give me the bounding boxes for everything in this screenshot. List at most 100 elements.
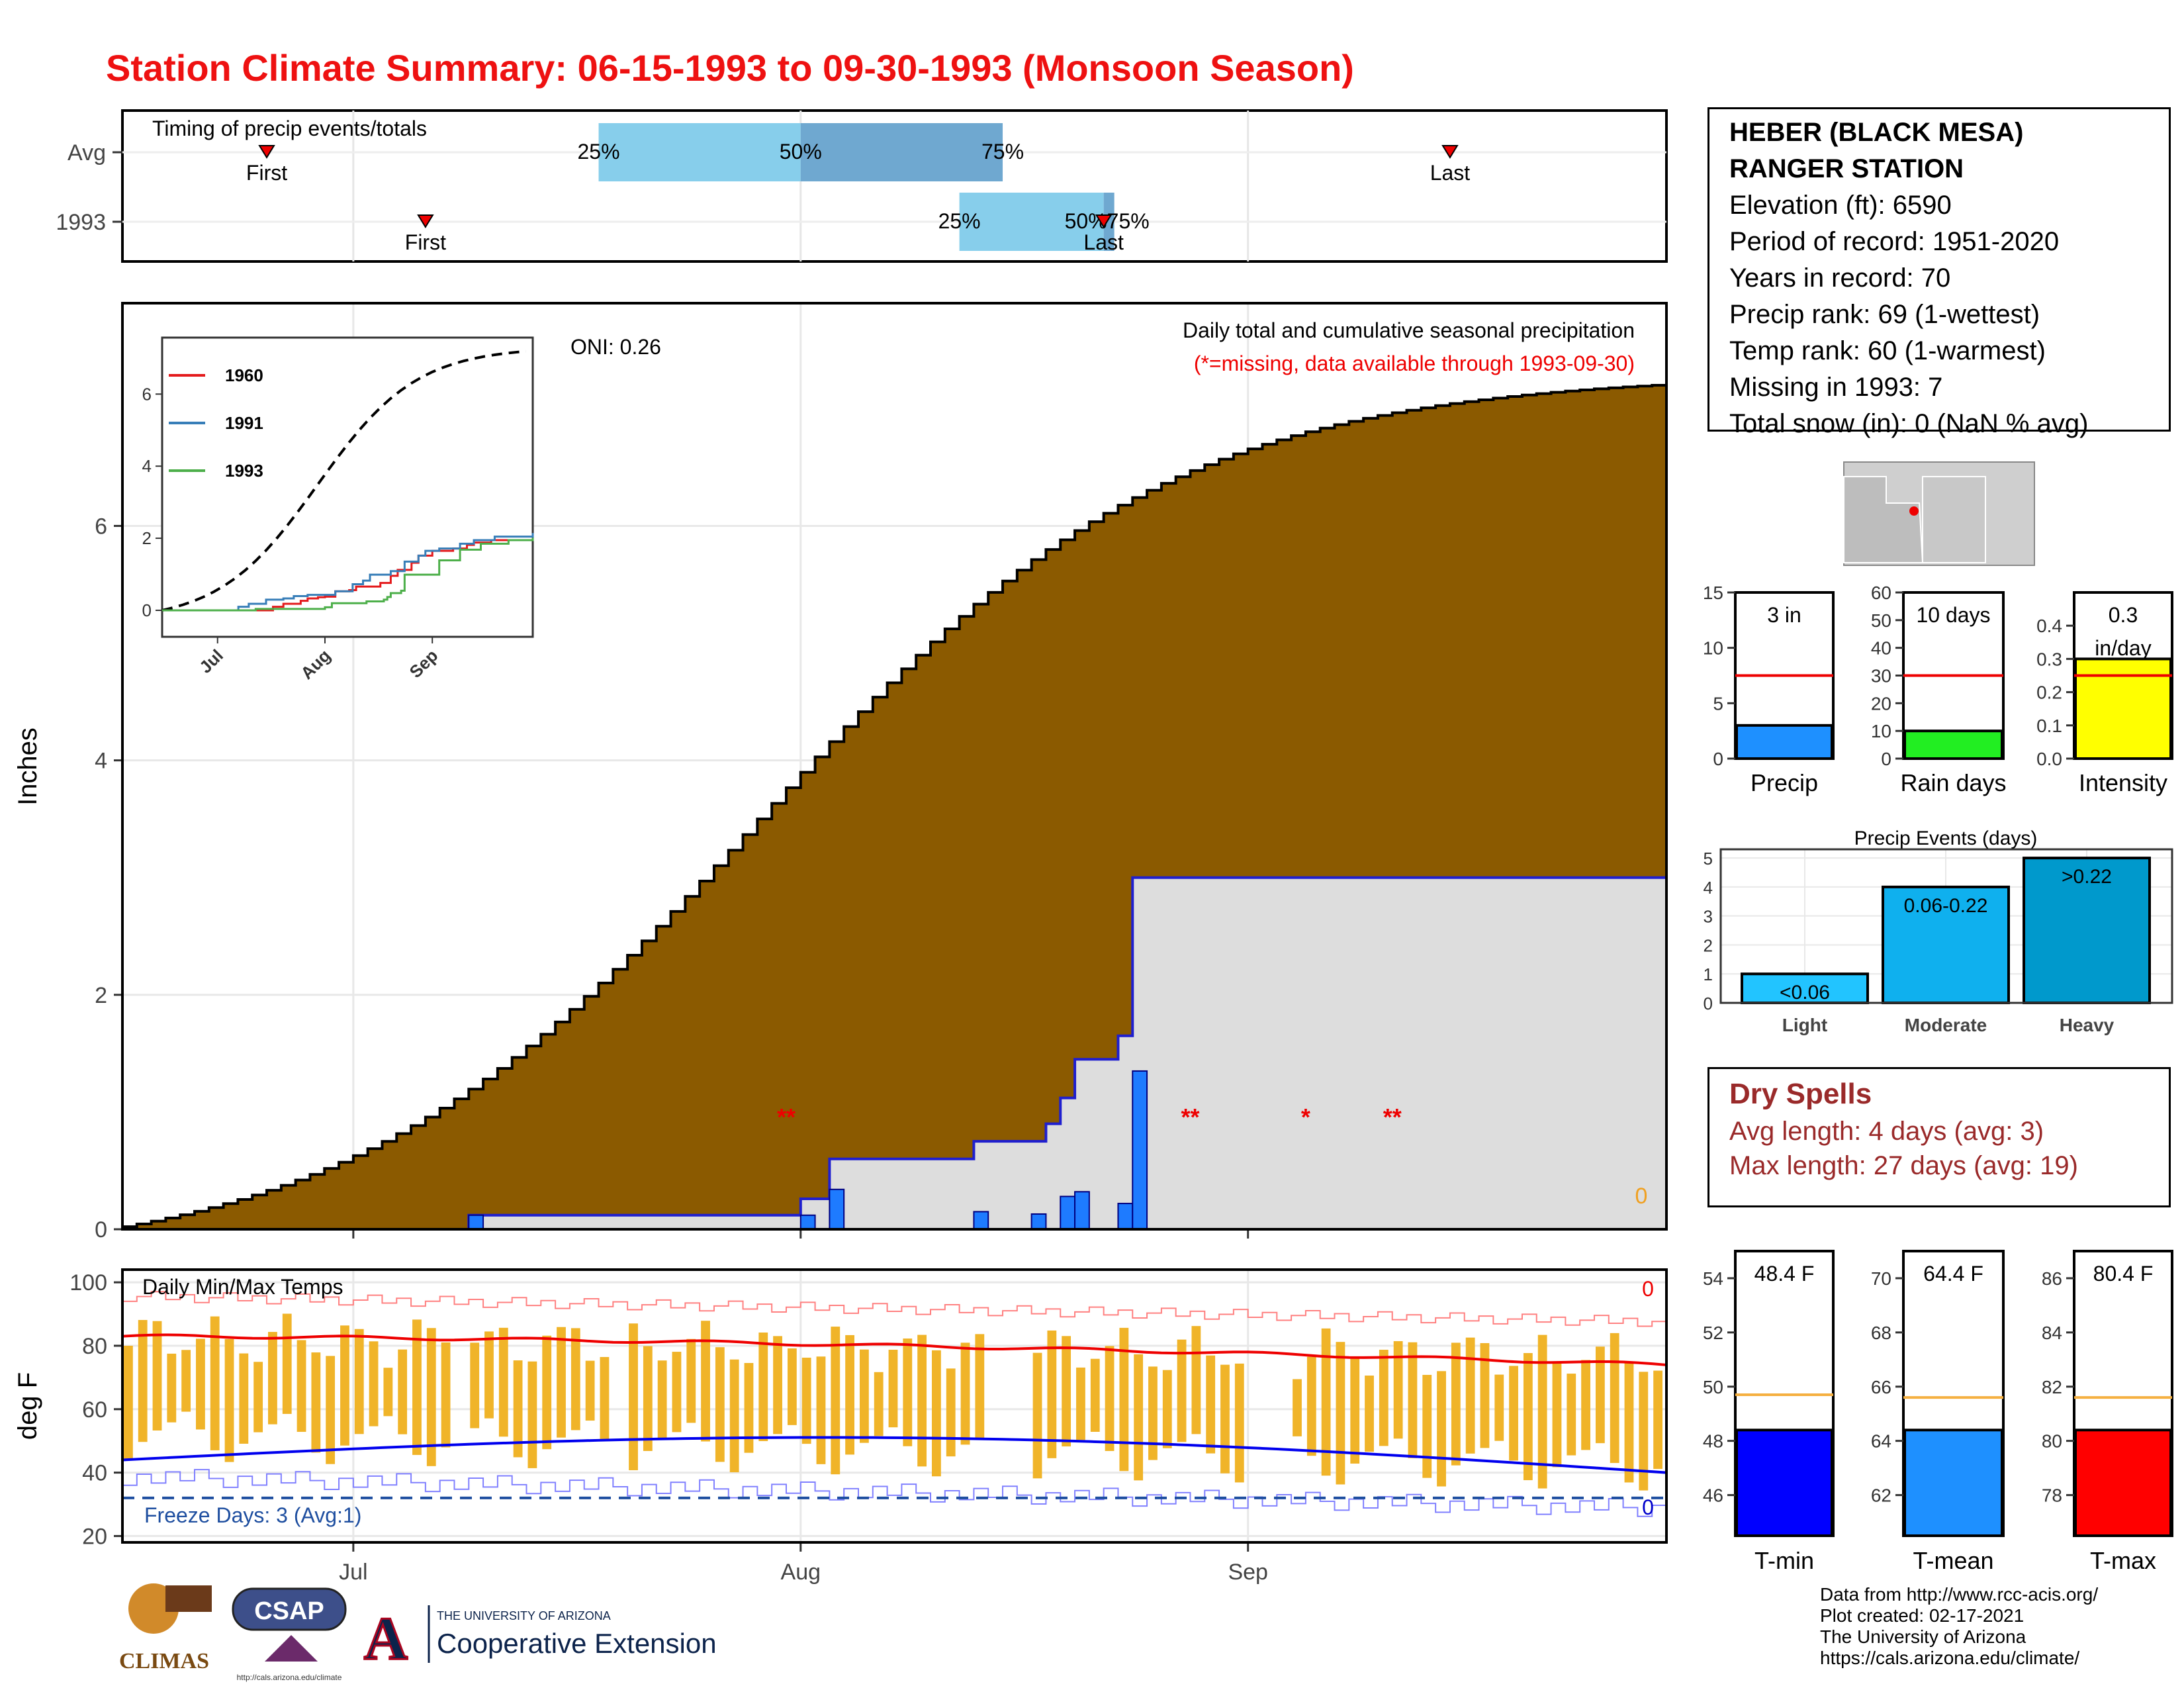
daily-temp-bar [513, 1360, 523, 1458]
mini-ytick-label: 78 [2042, 1485, 2062, 1506]
credits-line4: https://cals.arizona.edu/climate/ [1820, 1648, 2080, 1668]
daily-temp-bar [960, 1342, 970, 1445]
daily-temp-bar [1393, 1341, 1403, 1439]
daily-temp-bar [1552, 1361, 1562, 1468]
station-elevation: Elevation (ft): 6590 [1729, 191, 1952, 220]
mini-bar-Intensity [2074, 657, 2172, 761]
mini-value-label-2: in/day [2095, 636, 2151, 660]
mini-ytick-label: 52 [1703, 1323, 1723, 1343]
daily-temp-bar [1306, 1356, 1316, 1456]
inset-ytick-label: 2 [142, 528, 152, 548]
daily-temp-bar [744, 1363, 754, 1453]
credits: Data from http://www.rcc-acis.org/ Plot … [1820, 1584, 2098, 1669]
mini-ytick-label: 50 [1871, 610, 1891, 631]
daily-temp-bar [441, 1342, 451, 1448]
temp-xtick-label: Jul [339, 1560, 367, 1585]
daily-temp-bar [1148, 1366, 1158, 1460]
mini-ytick-label: 40 [1871, 638, 1891, 659]
mini-ytick-label: 5 [1713, 693, 1723, 714]
climas-logo-text: CLIMAS [119, 1649, 209, 1673]
mini-ytick-label: 46 [1703, 1485, 1723, 1506]
daily-temp-bar [167, 1353, 177, 1423]
missing-marker: * [1301, 1103, 1310, 1131]
mini-title-T-mean: T-mean [1913, 1547, 1993, 1574]
inset-legend-label: 1993 [225, 461, 263, 481]
logos: CLIMAS CSAP http://cals.arizona.edu/climat… [119, 1583, 717, 1682]
mini-ytick-label: 68 [1871, 1323, 1891, 1343]
daily-temp-bar [787, 1348, 797, 1425]
daily-temp-bar [181, 1350, 191, 1412]
daily-temp-bar [369, 1341, 379, 1427]
events-category-label: Moderate [1905, 1015, 1987, 1035]
precip-ytick-label: 2 [95, 983, 107, 1008]
mini-value-label: 10 days [1916, 603, 1990, 627]
daily-temp-bar [845, 1335, 854, 1455]
dry-spells-max: Max length: 27 days (avg: 19) [1729, 1151, 2078, 1180]
daily-temp-bar [1480, 1343, 1490, 1448]
daily-temp-bar [282, 1313, 292, 1414]
obs-cumulative-fill [122, 877, 1666, 1229]
mini-ytick-label: 80 [2042, 1431, 2062, 1452]
daily-temp-bar [412, 1319, 422, 1455]
events-bar-label: 0.06-0.22 [1904, 895, 1988, 917]
missing-marker: ** [1383, 1103, 1402, 1131]
missing-marker: ** [777, 1103, 796, 1131]
daily-precip-bar [799, 1214, 816, 1231]
daily-temp-bar [1220, 1364, 1230, 1474]
daily-temp-bar [326, 1356, 336, 1464]
events-bar-Moderate [1882, 885, 2010, 1004]
inset-series-1991 [162, 533, 534, 612]
inset-legend-label: 1960 [225, 365, 263, 385]
mini-ytick-label: 54 [1703, 1268, 1723, 1289]
daily-temp-bar [570, 1328, 580, 1430]
daily-temp-bar [253, 1362, 263, 1432]
daily-temp-bar [1610, 1333, 1619, 1464]
obs-cumulative-line [122, 876, 1666, 1231]
daily-temp-bar [600, 1356, 610, 1439]
inset-avg-line [161, 350, 526, 612]
mini-ytick-label: 62 [1871, 1485, 1891, 1506]
oni-annotation: ONI: 0.26 [570, 335, 661, 359]
credits-line2: Plot created: 02-17-2021 [1820, 1605, 2025, 1626]
climas-logo-shape [165, 1585, 212, 1612]
locator-map [1843, 461, 2035, 566]
daily-temp-bar [816, 1356, 826, 1464]
station-info-box: HEBER (BLACK MESA) RANGER STATION Elevat… [1707, 107, 2171, 438]
events-category-label: Heavy [2060, 1015, 2115, 1035]
daily-temp-bar [1047, 1330, 1057, 1458]
timing-bar-25-50 [959, 193, 1104, 251]
map-state-outline [1843, 476, 1924, 563]
temp-frame [121, 1268, 1668, 1544]
daily-temp-bar [470, 1342, 480, 1429]
mini-value-label: 64.4 F [1923, 1262, 1983, 1286]
mini-ytick-label: 0.0 [2036, 749, 2062, 769]
station-name-line1: HEBER (BLACK MESA) [1729, 118, 2024, 147]
daily-temp-bar [296, 1340, 306, 1432]
precip-corner-value: 0 [1635, 1184, 1648, 1209]
credits-line3: The University of Arizona [1820, 1626, 2026, 1647]
timing-first-label: First [405, 230, 446, 254]
timing-p75-label: 75% [981, 140, 1024, 164]
daily-temp-bar [1639, 1372, 1649, 1491]
daily-temp-bar [138, 1320, 148, 1442]
timing-first-marker [417, 214, 434, 228]
daily-temp-bar [831, 1327, 841, 1475]
mini-title-Precip: Precip [1751, 769, 1818, 796]
daily-temp-bar [1422, 1374, 1432, 1478]
daily-temp-bar [340, 1325, 349, 1446]
events-bar-label: <0.06 [1780, 982, 1830, 1004]
temp-record-min-line [122, 1469, 1666, 1517]
daily-temp-bar [426, 1328, 436, 1466]
daily-temp-bar [239, 1353, 249, 1444]
temp-panel: 20 40 60 80 100 Jul Aug Sep Daily Min/Max Temps F… [13, 1268, 1668, 1585]
mini-ytick-label: 10 [1703, 638, 1723, 659]
mini-ytick-label: 50 [1703, 1377, 1723, 1397]
daily-temp-bar [224, 1338, 234, 1462]
mini-ytick-label: 20 [1871, 693, 1891, 714]
timing-title: Timing of precip events/totals [152, 117, 427, 140]
daily-temp-bar [1062, 1336, 1071, 1447]
daily-temp-bar [354, 1329, 364, 1434]
temp-ytick-label: 40 [82, 1461, 107, 1486]
